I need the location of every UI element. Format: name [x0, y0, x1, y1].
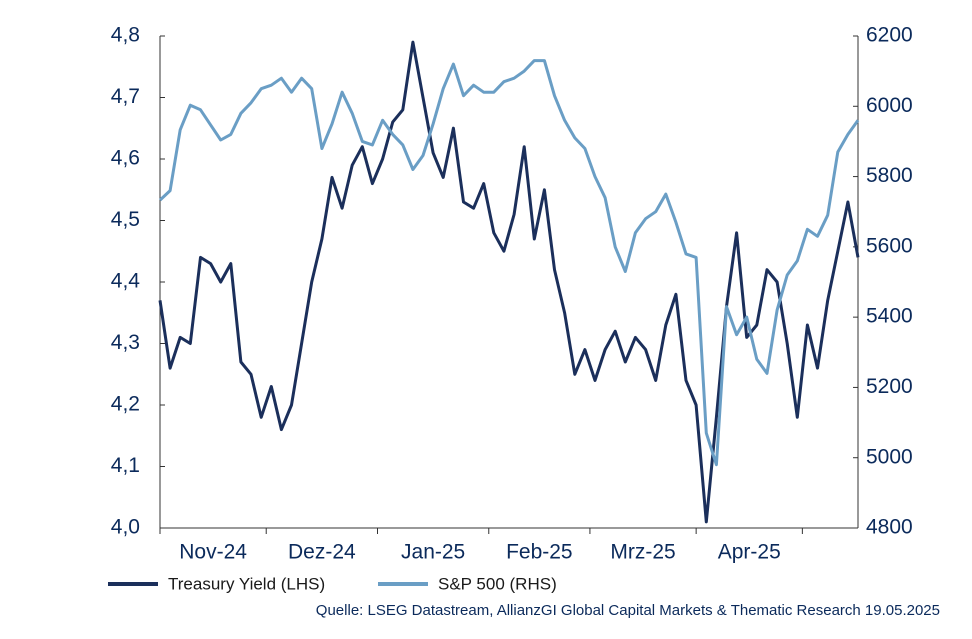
y-tick-label: 4,7 — [111, 85, 140, 108]
y2-tick-label: 5800 — [866, 164, 913, 187]
y-tick-label: 4,5 — [111, 208, 140, 231]
y-tick-label: 4,4 — [111, 270, 141, 293]
y2-tick-label: 5400 — [866, 305, 913, 328]
y-tick-label: 4,8 — [111, 24, 140, 47]
x-tick-label: Apr-25 — [718, 541, 781, 564]
x-tick-label: Jan-25 — [401, 541, 465, 564]
source-note: Quelle: LSEG Datastream, AllianzGI Globa… — [316, 602, 940, 619]
series-line — [158, 40, 860, 524]
y2-tick-label: 5000 — [866, 445, 913, 468]
y-tick-label: 4,2 — [111, 393, 140, 416]
y2-tick-label: 6200 — [866, 24, 913, 47]
series-line — [158, 59, 860, 467]
x-tick-label: Feb-25 — [506, 541, 573, 564]
legend-label: S&P 500 (RHS) — [438, 574, 557, 593]
x-tick-label: Dez-24 — [288, 541, 356, 564]
y-tick-label: 4,1 — [111, 454, 140, 477]
y2-tick-label: 5600 — [866, 234, 913, 257]
x-tick-label: Mrz-25 — [610, 541, 675, 564]
y2-tick-label: 4800 — [866, 516, 913, 539]
legend-label: Treasury Yield (LHS) — [168, 574, 325, 593]
y-tick-label: 4,0 — [111, 516, 140, 539]
y-tick-label: 4,6 — [111, 147, 140, 170]
y2-tick-label: 5200 — [866, 375, 913, 398]
y2-tick-label: 6000 — [866, 94, 913, 117]
x-tick-label: Nov-24 — [179, 541, 247, 564]
y-tick-label: 4,3 — [111, 331, 140, 354]
